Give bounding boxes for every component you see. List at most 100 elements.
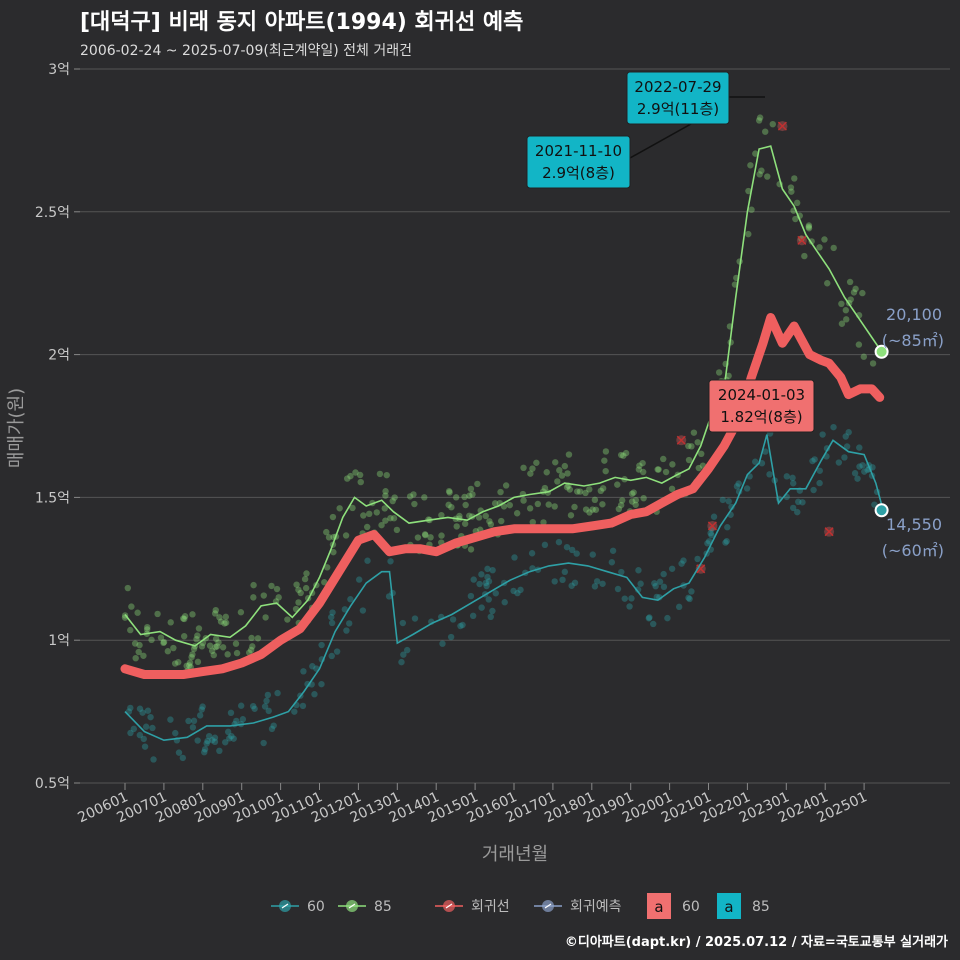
transaction-point — [295, 586, 302, 593]
transaction-point — [766, 471, 773, 478]
transaction-point — [845, 429, 852, 436]
transaction-point — [201, 748, 208, 756]
transaction-point — [189, 611, 196, 618]
transaction-point — [838, 320, 846, 327]
transaction-point — [819, 431, 826, 438]
series-lines — [120, 145, 889, 742]
transaction-point — [421, 494, 428, 501]
transaction-point — [194, 632, 201, 639]
transaction-point — [637, 580, 644, 587]
transaction-point — [328, 652, 335, 660]
transaction-point — [318, 641, 325, 649]
transaction-point — [789, 504, 797, 512]
transaction-point — [755, 117, 763, 124]
transaction-point — [222, 613, 230, 621]
transaction-point — [608, 559, 616, 566]
transaction-point — [208, 647, 216, 655]
transaction-point — [510, 587, 517, 595]
transaction-point — [618, 451, 625, 459]
transaction-point — [250, 581, 257, 589]
transaction-point — [387, 514, 394, 522]
transaction-point — [566, 486, 574, 493]
transaction-point — [219, 644, 227, 651]
transaction-point — [639, 459, 646, 467]
transaction-point — [635, 466, 643, 473]
transaction-point — [824, 280, 831, 287]
transaction-point — [622, 449, 630, 457]
legend: 60 85 회귀선 회귀예측 a 60 a 85 — [271, 893, 770, 919]
transaction-point — [309, 663, 316, 670]
transaction-point — [212, 606, 219, 614]
transaction-point — [792, 215, 799, 223]
transaction-point — [859, 289, 866, 297]
transaction-point — [447, 633, 455, 641]
transaction-point — [193, 635, 200, 643]
transaction-point — [406, 493, 414, 500]
transaction-point — [573, 550, 580, 557]
transaction-point — [136, 641, 143, 649]
transaction-point — [199, 703, 206, 710]
transaction-point — [552, 459, 559, 466]
annotation-2021-date: 2021-11-10 — [535, 142, 622, 160]
transaction-point — [474, 480, 481, 488]
transaction-point — [359, 607, 367, 614]
transaction-point — [141, 743, 149, 750]
transaction-point — [383, 471, 390, 479]
transaction-point — [247, 646, 255, 654]
transaction-point — [328, 619, 336, 627]
transaction-point — [646, 614, 653, 621]
regression-marker-x — [676, 435, 686, 445]
transaction-point — [685, 442, 692, 450]
page-subtitle: 2006-02-24 ~ 2025-07-09(최근계약일) 전체 거래건 — [80, 43, 412, 59]
transaction-point — [261, 703, 269, 710]
transaction-point — [534, 500, 542, 508]
transaction-point — [470, 576, 477, 583]
transaction-point — [869, 360, 877, 367]
transaction-point — [411, 615, 419, 622]
transaction-point — [237, 609, 245, 616]
transaction-point — [599, 580, 606, 587]
transaction-point — [390, 515, 398, 522]
transaction-point — [239, 716, 247, 723]
transaction-point — [710, 513, 718, 520]
transaction-point — [654, 466, 661, 473]
transaction-point — [190, 645, 198, 653]
transaction-point — [843, 443, 851, 450]
transaction-point — [640, 494, 647, 502]
transaction-point — [324, 564, 331, 571]
transaction-point — [149, 724, 156, 732]
transaction-point — [788, 188, 795, 195]
transaction-point — [144, 623, 151, 631]
transaction-point — [599, 485, 607, 492]
series-line-60 — [124, 434, 885, 742]
transaction-point — [453, 523, 460, 530]
transaction-point — [719, 496, 726, 504]
transaction-point — [695, 464, 703, 472]
transaction-point — [333, 648, 341, 655]
transaction-point — [222, 739, 229, 746]
transaction-point — [382, 488, 389, 495]
transaction-point — [164, 648, 172, 655]
transaction-point — [262, 614, 269, 621]
transaction-point — [476, 580, 483, 588]
page-title: [대덕구] 비래 동지 아파트(1994) 회귀선 예측 — [80, 10, 524, 35]
transaction-point — [630, 489, 637, 496]
transaction-point — [756, 171, 763, 178]
transaction-point — [660, 570, 667, 578]
transaction-point — [859, 462, 866, 469]
transaction-point — [541, 484, 549, 492]
transaction-point — [843, 316, 850, 323]
annotation-2022-box — [626, 71, 730, 125]
transaction-point — [620, 452, 627, 459]
transaction-point — [506, 501, 513, 509]
transaction-point — [685, 594, 692, 601]
transaction-point — [764, 173, 771, 180]
transaction-point — [526, 505, 534, 512]
transaction-point — [860, 353, 868, 360]
transaction-point — [650, 620, 657, 628]
transaction-point — [478, 604, 485, 611]
regression-marker-x — [824, 527, 834, 537]
transaction-point — [195, 625, 203, 632]
end-point-85 — [874, 344, 889, 359]
